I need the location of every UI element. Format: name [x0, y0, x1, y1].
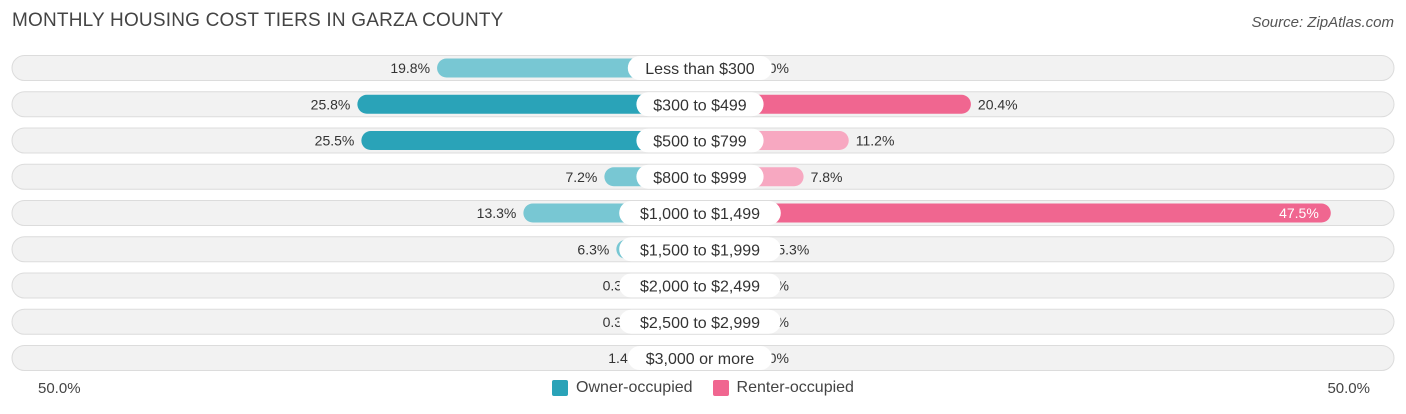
category-label: $3,000 or more	[646, 351, 755, 368]
owner-value-label: 25.8%	[311, 96, 351, 112]
owner-value-label: 13.3%	[477, 205, 517, 221]
owner-value-label: 25.5%	[315, 133, 355, 149]
category-pill	[636, 128, 764, 153]
legend-label-owner: Owner-occupied	[576, 379, 693, 396]
legend-item-owner[interactable]: Owner-occupied	[552, 379, 693, 397]
legend: Owner-occupied Renter-occupied	[0, 379, 1406, 397]
owner-value-label: 7.2%	[565, 169, 597, 185]
category-label: $1,000 to $1,499	[640, 206, 760, 223]
category-label: $2,000 to $2,499	[640, 279, 760, 296]
renter-value-label: 11.2%	[856, 133, 895, 149]
category-pill	[636, 92, 764, 117]
category-label: $2,500 to $2,999	[640, 315, 760, 332]
chart-source: Source: ZipAtlas.com	[1251, 14, 1394, 31]
owner-value-label: 19.8%	[390, 60, 430, 76]
renter-bar	[700, 94, 971, 114]
category-pill	[619, 309, 781, 334]
legend-swatch-owner	[552, 380, 569, 396]
renter-value-label: 7.8%	[811, 169, 843, 185]
category-pill	[627, 346, 773, 370]
category-label: $500 to $799	[653, 134, 747, 151]
renter-value-label: 47.5%	[1279, 205, 1319, 221]
category-label: $800 to $999	[653, 170, 747, 187]
category-pill	[627, 56, 773, 80]
axis-right-label: 50.0%	[1327, 380, 1370, 397]
renter-value-label: 5.3%	[777, 241, 809, 257]
chart-title: MONTHLY HOUSING COST TIERS IN GARZA COUN…	[12, 10, 504, 31]
owner-value-label: 6.3%	[577, 241, 609, 257]
category-label: Less than $300	[645, 61, 755, 78]
renter-value-label: 20.4%	[978, 96, 1018, 112]
category-pill	[636, 164, 764, 189]
category-pill	[619, 201, 781, 225]
owner-bar	[357, 94, 700, 114]
legend-swatch-renter	[712, 380, 729, 396]
legend-label-renter: Renter-occupied	[736, 379, 854, 396]
category-pill	[619, 237, 781, 262]
legend-item-renter[interactable]: Renter-occupied	[712, 379, 854, 397]
renter-bar	[700, 203, 1331, 223]
category-pill	[619, 273, 781, 298]
category-label: $300 to $499	[653, 97, 747, 114]
axis-left-label: 50.0%	[38, 380, 81, 397]
category-label: $1,500 to $1,999	[640, 242, 760, 259]
owner-bar	[361, 131, 700, 150]
